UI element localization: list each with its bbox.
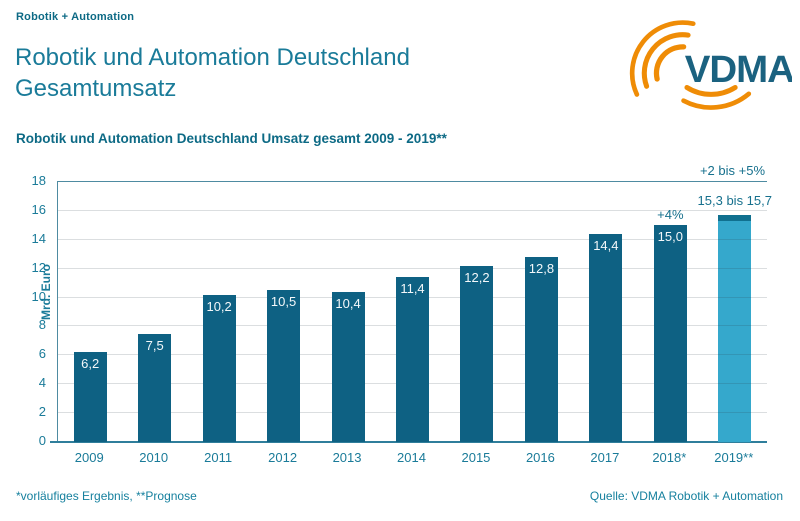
y-tick-label: 12	[31, 259, 46, 275]
y-tick-label: 2	[38, 404, 46, 420]
plot-area: 6,2 7,5 10,2 10,5 10,4 11,4 12,2 12,8 14,4 15,0 15…	[57, 163, 772, 442]
bar-value-label: 7,5	[145, 337, 164, 353]
page-title: Robotik und Automation Deutschland Gesam…	[15, 42, 410, 104]
vdma-logo-text: VDMA	[685, 48, 792, 91]
x-tick-label: 2019**	[714, 450, 754, 465]
y-tick-label: 4	[38, 375, 46, 391]
x-axis-line	[50, 441, 767, 443]
page-title-line1: Robotik und Automation Deutschland	[15, 44, 410, 71]
bar-value-label: 10,4	[335, 295, 361, 311]
x-axis: 2009 2010 2011 2012 2013 2014 2015 2016 2017 2018…	[57, 450, 766, 468]
x-tick-label: 2017	[590, 450, 620, 465]
y-tick-label: 6	[38, 346, 46, 362]
bar-2014: 11,4	[396, 277, 429, 442]
x-tick-label: 2011	[204, 450, 233, 465]
bar-2010: 7,5	[138, 333, 172, 442]
chart-title: Robotik und Automation Deutschland Umsat…	[16, 131, 447, 146]
eyebrow-label: Robotik + Automation	[16, 11, 135, 23]
bar-value-label: 12,2	[464, 269, 490, 285]
vdma-logo-arcs-upper	[629, 20, 696, 97]
bar-2019	[718, 215, 752, 442]
y-tick-label: 10	[31, 288, 46, 304]
forecast-range-cap	[718, 215, 752, 221]
gridline	[58, 209, 767, 211]
y-tick-label: 8	[38, 317, 46, 333]
x-tick-label: 2013	[332, 450, 362, 465]
y-axis: 0 2 4 6 8 10 12 14 16 18	[14, 173, 52, 448]
footnote: *vorläufiges Ergebnis, **Prognose	[16, 489, 197, 503]
bar-value-label: 6,2	[81, 356, 100, 372]
x-tick-label: 2010	[139, 450, 169, 465]
x-tick-label: 2015	[461, 450, 491, 465]
bar-value-label: 11,4	[400, 281, 425, 297]
bar-2013: 10,4	[331, 291, 365, 442]
forecast-range-label: 15,3 bis 15,7	[697, 193, 772, 209]
source-note: Quelle: VDMA Robotik + Automation	[589, 489, 783, 503]
x-tick-label: 2014	[397, 450, 426, 465]
bar-value-label: 14,4	[593, 238, 619, 253]
bar-2012: 10,5	[267, 290, 301, 442]
y-tick-label: 18	[31, 173, 46, 188]
page-title-line2: Gesamtumsatz	[15, 75, 177, 102]
y-tick-label: 16	[31, 201, 46, 217]
bar-value-label: 10,5	[270, 294, 297, 310]
gridline	[58, 238, 767, 240]
bar-2018: 15,0	[653, 225, 687, 442]
bar-2017: 14,4	[589, 234, 623, 442]
gridline	[58, 267, 767, 269]
x-tick-label: 2016	[525, 450, 555, 465]
y-tick-label: 14	[31, 230, 46, 246]
bar-2016: 12,8	[524, 257, 558, 442]
bar-annotation: +4%	[657, 207, 684, 223]
vdma-logo: VDMA	[629, 20, 792, 110]
x-tick-label: 2009	[74, 450, 104, 465]
bar-value-label: 10,2	[206, 298, 232, 314]
x-tick-label: 2018*	[652, 450, 687, 465]
x-tick-label: 2012	[268, 450, 298, 465]
bar-value-label: 12,8	[528, 261, 555, 277]
bar-value-label: 15,0	[657, 229, 683, 245]
y-tick-label: 0	[38, 433, 46, 448]
forecast-growth-label: +2 bis +5%	[699, 163, 765, 178]
bar-2011: 10,2	[202, 294, 236, 442]
bar-2015: 12,2	[460, 265, 494, 442]
bar-2009: 6,2	[73, 352, 107, 442]
vdma-logo-arcs-lower	[681, 84, 752, 110]
